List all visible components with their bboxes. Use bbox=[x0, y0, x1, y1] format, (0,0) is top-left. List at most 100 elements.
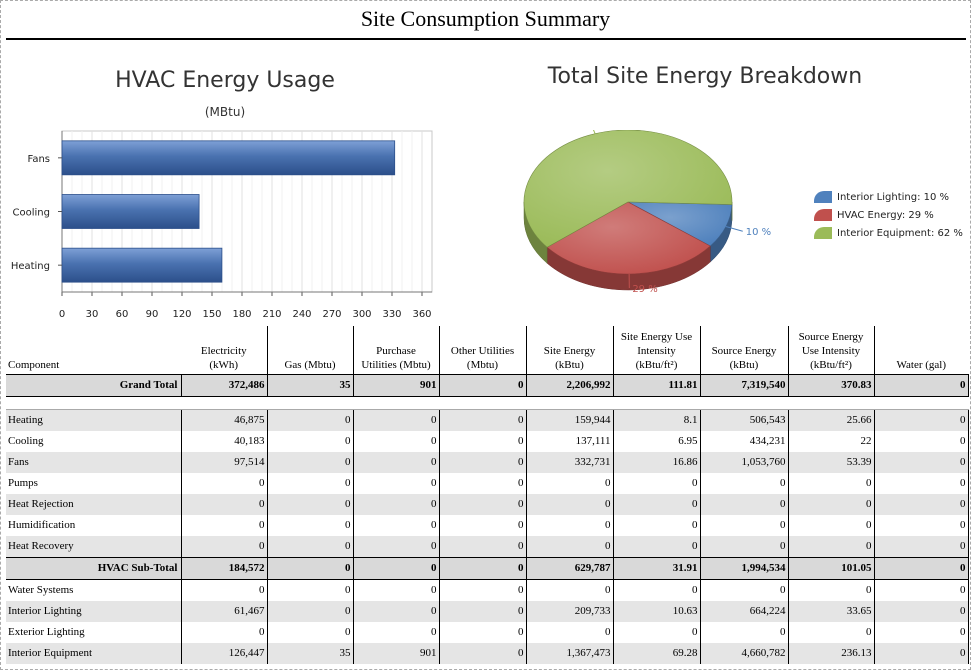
table-cell: 370.83 bbox=[788, 373, 875, 397]
row-label: HVAC Sub-Total bbox=[6, 556, 182, 580]
legend-swatch bbox=[814, 209, 832, 221]
table-cell: 8.1 bbox=[613, 409, 701, 431]
table-cell: 0 bbox=[181, 621, 268, 643]
table-cell: 35 bbox=[267, 373, 354, 397]
bar-x-tick-label: 270 bbox=[322, 309, 341, 320]
table-cell: 0 bbox=[439, 472, 527, 494]
table-cell: 901 bbox=[353, 373, 440, 397]
table-cell: 7,319,540 bbox=[700, 373, 789, 397]
table-cell: 0 bbox=[181, 514, 268, 536]
legend-item: Interior Lighting: 10 % bbox=[814, 188, 963, 206]
table-cell: 184,572 bbox=[181, 556, 268, 580]
table-row: Heating 46,875 0 0 0 159,944 8.1 506,543 25.66 0 bbox=[6, 409, 969, 431]
table-cell: 0 bbox=[874, 514, 969, 536]
bar-chart-title: HVAC Energy Usage bbox=[115, 68, 335, 93]
table-cell: 0 bbox=[353, 621, 440, 643]
bar-category-label: Fans bbox=[27, 154, 50, 165]
bar-x-tick-label: 330 bbox=[382, 309, 401, 320]
pie-leader-line bbox=[725, 225, 743, 232]
column-header: Gas (Mbtu) bbox=[267, 326, 354, 375]
table-cell: 0 bbox=[267, 556, 354, 580]
table-cell: 0 bbox=[700, 472, 789, 494]
table-cell: 1,053,760 bbox=[700, 451, 789, 473]
bar-heating bbox=[61, 247, 223, 283]
row-label: Humidification bbox=[6, 514, 182, 536]
table-cell: 664,224 bbox=[700, 600, 789, 622]
table-row: Heat Rejection 0 0 0 0 0 0 0 0 0 bbox=[6, 493, 969, 515]
table-cell: 629,787 bbox=[526, 556, 614, 580]
table-cell: 0 bbox=[353, 493, 440, 515]
table-cell: 0 bbox=[700, 579, 789, 601]
table-cell: 332,731 bbox=[526, 451, 614, 473]
table-cell: 40,183 bbox=[181, 430, 268, 452]
table-cell: 1,994,534 bbox=[700, 556, 789, 580]
table-cell: 0 bbox=[267, 535, 354, 557]
table-cell: 25.66 bbox=[788, 409, 875, 431]
table-cell: 0 bbox=[439, 451, 527, 473]
table-row: Heat Recovery 0 0 0 0 0 0 0 0 0 bbox=[6, 535, 969, 557]
table-cell: 0 bbox=[353, 535, 440, 557]
table-cell: 0 bbox=[267, 579, 354, 601]
site-energy-pie-chart: 10 %29 %62 % bbox=[523, 130, 771, 295]
grand-total-row: Grand Total 372,486 35 901 0 2,206,992 111.81 7… bbox=[6, 373, 969, 397]
table-row: Exterior Lighting 0 0 0 0 0 0 0 0 0 bbox=[6, 621, 969, 643]
column-header: Other Utilities (Mbtu) bbox=[439, 326, 527, 375]
table-cell: 0 bbox=[788, 621, 875, 643]
table-cell: 0 bbox=[788, 472, 875, 494]
table-cell: 0 bbox=[181, 472, 268, 494]
legend-label: HVAC Energy: 29 % bbox=[837, 209, 934, 221]
table-cell: 0 bbox=[874, 642, 969, 664]
table-row: Pumps 0 0 0 0 0 0 0 0 0 bbox=[6, 472, 969, 494]
hvac-bar-chart: 0 30 60 90 120 150 180 210 240 270 300 330 360 Fans Co… bbox=[11, 130, 433, 320]
table-cell: 0 bbox=[526, 514, 614, 536]
table-cell: 0 bbox=[439, 621, 527, 643]
table-cell: 0 bbox=[439, 430, 527, 452]
bar-fans bbox=[61, 140, 396, 176]
table-cell: 0 bbox=[874, 493, 969, 515]
table-cell: 0 bbox=[526, 579, 614, 601]
legend-swatch bbox=[814, 227, 832, 239]
spacer-cell bbox=[6, 396, 968, 410]
table-cell: 0 bbox=[439, 535, 527, 557]
table-cell: 0 bbox=[353, 472, 440, 494]
table-cell: 0 bbox=[267, 600, 354, 622]
table-cell: 2,206,992 bbox=[526, 373, 614, 397]
table-cell: 53.39 bbox=[788, 451, 875, 473]
table-row: Cooling 40,183 0 0 0 137,111 6.95 434,231 22 0 bbox=[6, 430, 969, 452]
bar-x-tick-label: 150 bbox=[202, 309, 221, 320]
legend-swatch bbox=[814, 191, 832, 203]
row-label: Heat Recovery bbox=[6, 535, 182, 557]
table-cell: 0 bbox=[353, 579, 440, 601]
table-cell: 0 bbox=[439, 579, 527, 601]
table-cell: 0 bbox=[439, 514, 527, 536]
table-cell: 0 bbox=[874, 556, 969, 580]
column-header: Purchase Utilities (Mbtu) bbox=[353, 326, 440, 375]
table-cell: 0 bbox=[439, 556, 527, 580]
table-cell: 0 bbox=[267, 409, 354, 431]
column-header: Site Energy Use Intensity (kBtu/ft²) bbox=[613, 326, 701, 375]
table-cell: 0 bbox=[874, 579, 969, 601]
row-label: Heating bbox=[6, 409, 182, 431]
row-label: Water Systems bbox=[6, 579, 182, 601]
table-cell: 0 bbox=[613, 621, 701, 643]
table-row: Interior Lighting 61,467 0 0 0 209,733 10.63 66… bbox=[6, 600, 969, 622]
table-cell: 0 bbox=[874, 451, 969, 473]
table-cell: 101.05 bbox=[788, 556, 875, 580]
table-cell: 0 bbox=[181, 493, 268, 515]
table-cell: 0 bbox=[526, 472, 614, 494]
table-cell: 0 bbox=[788, 493, 875, 515]
table-cell: 0 bbox=[874, 373, 969, 397]
column-header: Source Energy (kBtu) bbox=[700, 326, 789, 375]
table-cell: 0 bbox=[788, 579, 875, 601]
table-cell: 0 bbox=[267, 493, 354, 515]
table-cell: 16.86 bbox=[613, 451, 701, 473]
column-header: Site Energy (kBtu) bbox=[526, 326, 614, 375]
table-row: Interior Equipment 126,447 35 901 0 1,367,473… bbox=[6, 642, 969, 664]
legend-label: Interior Equipment: 62 % bbox=[837, 227, 963, 239]
table-cell: 0 bbox=[874, 600, 969, 622]
bar-x-tick-label: 0 bbox=[59, 309, 65, 320]
table-cell: 69.28 bbox=[613, 642, 701, 664]
table-cell: 209,733 bbox=[526, 600, 614, 622]
bar-x-tick-label: 240 bbox=[292, 309, 311, 320]
table-cell: 0 bbox=[613, 579, 701, 601]
